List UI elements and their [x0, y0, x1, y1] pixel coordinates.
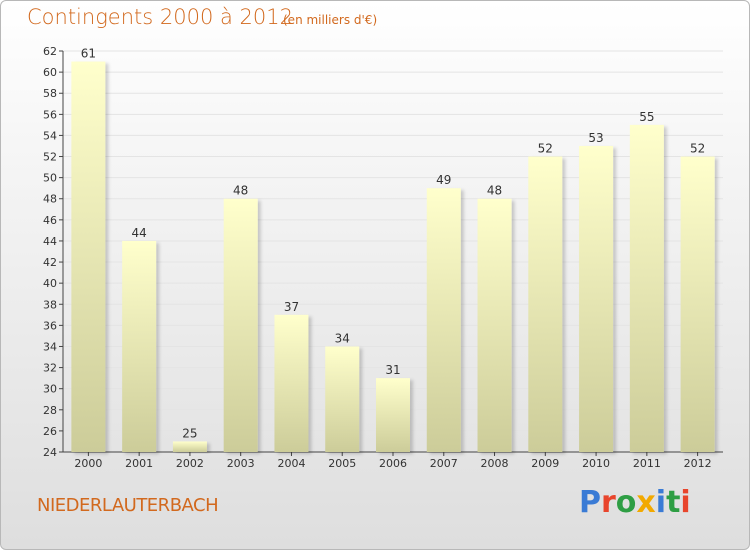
- y-tick-label: 60: [43, 66, 57, 79]
- x-tick-label: 2010: [582, 457, 610, 470]
- y-tick-label: 54: [43, 129, 57, 142]
- x-tick-label: 2003: [227, 457, 255, 470]
- y-tick-label: 44: [43, 235, 57, 248]
- data-label: 44: [132, 226, 147, 240]
- y-tick-label: 34: [43, 340, 57, 353]
- bar-layer: [71, 61, 715, 453]
- y-tick-label: 48: [43, 193, 57, 206]
- data-label: 52: [538, 142, 553, 156]
- data-label: 31: [385, 363, 400, 377]
- data-label: 48: [233, 184, 248, 198]
- data-label: 55: [639, 110, 654, 124]
- chart-unit: (en milliers d'€): [283, 13, 378, 27]
- y-tick-label: 62: [43, 45, 57, 58]
- y-tick-label: 42: [43, 256, 57, 269]
- x-tick-label: 2007: [430, 457, 458, 470]
- bar: [274, 314, 309, 452]
- x-tick-label: 2009: [531, 457, 559, 470]
- brand-letter: i: [655, 485, 667, 520]
- data-label: 37: [284, 300, 299, 314]
- y-tick-label: 36: [43, 319, 57, 332]
- bar: [426, 188, 461, 452]
- data-label: 53: [588, 131, 603, 145]
- x-tick-label: 2004: [277, 457, 305, 470]
- chart-title: Contingents 2000 à 2012: [27, 5, 293, 29]
- data-label: 25: [182, 426, 197, 440]
- x-tick-label: 2006: [379, 457, 407, 470]
- brand-letter: x: [636, 485, 656, 520]
- y-tick-label: 28: [43, 404, 57, 417]
- data-label: 34: [335, 331, 350, 345]
- x-tick-label: 2011: [633, 457, 661, 470]
- y-tick-label: 26: [43, 425, 57, 438]
- town-name: NIEDERLAUTERBACH: [37, 495, 219, 516]
- brand-letter: i: [680, 485, 691, 520]
- y-tick-label: 52: [43, 151, 57, 164]
- bar: [528, 156, 563, 453]
- y-tick-label: 58: [43, 87, 57, 100]
- bar: [223, 198, 258, 452]
- bar: [477, 198, 512, 452]
- y-tick-label: 32: [43, 362, 57, 375]
- bar: [122, 240, 157, 452]
- y-tick-label: 38: [43, 298, 57, 311]
- y-tick-label: 56: [43, 108, 57, 121]
- x-tick-label: 2012: [684, 457, 712, 470]
- brand-letter: r: [601, 485, 616, 520]
- bar: [325, 346, 360, 452]
- bar: [71, 61, 106, 452]
- data-label: 61: [81, 47, 96, 61]
- data-label: 49: [436, 173, 451, 187]
- y-tick-label: 46: [43, 214, 57, 227]
- bar: [680, 156, 715, 453]
- x-tick-label: 2005: [328, 457, 356, 470]
- brand-letter: o: [615, 485, 637, 520]
- bar: [376, 378, 410, 452]
- x-tick-label: 2002: [176, 457, 204, 470]
- label-layer: 61 44 25 48 37 34 31 49 48 52 53 55 52: [81, 47, 706, 441]
- brand-logo[interactable]: Proxiti: [579, 485, 691, 520]
- data-label: 52: [690, 142, 705, 156]
- y-tick-label: 40: [43, 277, 57, 290]
- brand-letter: P: [579, 485, 601, 520]
- bar: [629, 124, 664, 453]
- x-tick-label: 2008: [481, 457, 509, 470]
- y-tick-label: 30: [43, 383, 57, 396]
- bar: [172, 441, 207, 452]
- y-tick-label: 24: [43, 446, 57, 459]
- data-label: 48: [487, 184, 502, 198]
- x-tick-label: 2001: [125, 457, 153, 470]
- x-tick-label: 2000: [74, 457, 102, 470]
- y-tick-label: 50: [43, 172, 57, 185]
- bar: [579, 145, 614, 452]
- brand-letter: t: [666, 485, 681, 520]
